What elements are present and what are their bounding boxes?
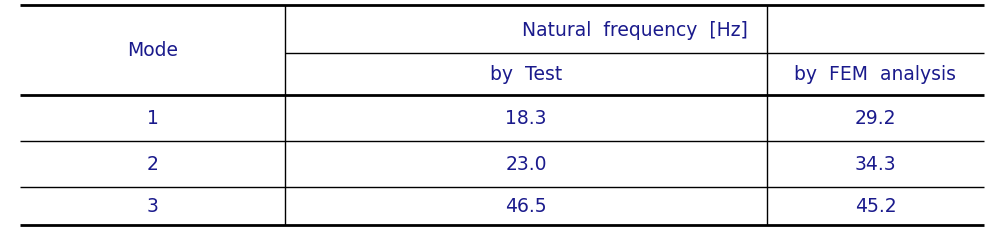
Text: Mode: Mode [127, 41, 178, 60]
Text: 2: 2 [146, 155, 158, 174]
Text: Natural  frequency  [Hz]: Natural frequency [Hz] [522, 20, 746, 39]
Text: 34.3: 34.3 [854, 155, 896, 174]
Text: 3: 3 [146, 197, 158, 216]
Text: by  Test: by Test [489, 65, 562, 84]
Text: 18.3: 18.3 [505, 109, 547, 128]
Text: 45.2: 45.2 [854, 197, 896, 216]
Text: 1: 1 [146, 109, 158, 128]
Text: 23.0: 23.0 [505, 155, 547, 174]
Text: by  FEM  analysis: by FEM analysis [793, 65, 956, 84]
Text: 46.5: 46.5 [505, 197, 547, 216]
Text: 29.2: 29.2 [854, 109, 896, 128]
